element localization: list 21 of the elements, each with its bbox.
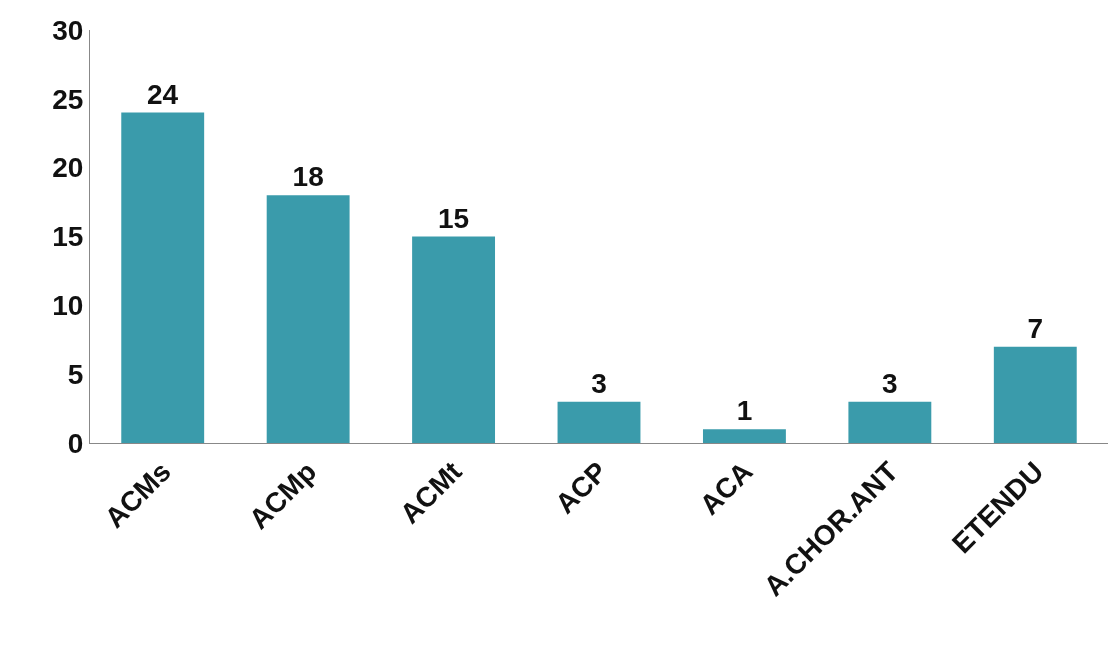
y-tick-label: 5 — [67, 358, 84, 390]
data-label: 3 — [591, 367, 607, 399]
bar — [557, 401, 641, 443]
bar — [266, 195, 350, 443]
bar — [993, 346, 1077, 443]
bar — [412, 236, 496, 443]
y-tick-label: 0 — [67, 427, 84, 459]
y-tick-label: 15 — [52, 221, 84, 253]
data-label: 18 — [292, 161, 324, 193]
data-label: 24 — [146, 78, 179, 110]
data-label: 7 — [1027, 312, 1044, 344]
bar — [121, 112, 205, 443]
data-label: 15 — [437, 202, 470, 234]
y-tick-label: 30 — [52, 14, 84, 46]
y-tick-label: 25 — [52, 83, 84, 115]
bar — [848, 401, 932, 443]
y-tick-label: 10 — [52, 290, 84, 322]
y-tick-label: 20 — [52, 152, 84, 184]
data-label: 3 — [882, 367, 898, 399]
bar — [702, 429, 786, 443]
data-label: 1 — [736, 395, 753, 427]
